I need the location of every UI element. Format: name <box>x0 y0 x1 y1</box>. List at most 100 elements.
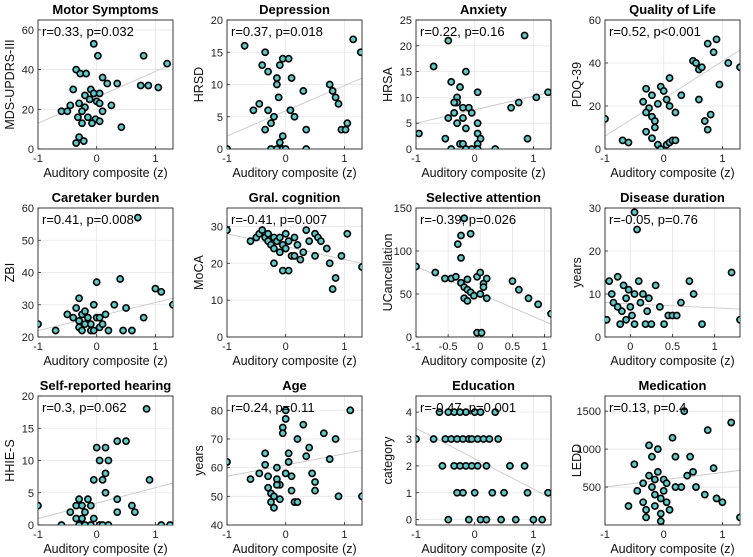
data-point <box>103 79 112 88</box>
data-point <box>677 298 685 307</box>
data-point <box>605 115 609 123</box>
x-tick-label: 0 <box>477 341 483 353</box>
data-point <box>89 475 98 484</box>
data-point <box>650 117 659 125</box>
y-tick-label: 40 <box>22 268 34 280</box>
correlation-annotation: r=-0.47, p=0.001 <box>420 400 516 415</box>
data-point <box>450 108 459 117</box>
correlation-annotation: r=0.22, p=0.16 <box>420 24 505 39</box>
data-point <box>358 492 362 501</box>
data-point <box>317 237 325 246</box>
data-point <box>695 95 703 104</box>
data-point <box>113 495 122 504</box>
data-point <box>284 237 293 246</box>
panel-title: Anxiety <box>460 2 508 17</box>
y-tick-label: 15 <box>22 423 34 435</box>
data-point <box>544 88 551 97</box>
data-point <box>665 102 674 110</box>
data-point <box>249 106 258 115</box>
data-point <box>227 458 231 466</box>
panel-title: Education <box>452 378 515 393</box>
x-tick-label: 1 <box>542 341 548 353</box>
data-point <box>659 87 668 95</box>
data-point <box>514 285 523 294</box>
y-tick-label: 0 <box>28 144 34 156</box>
data-point <box>709 464 718 472</box>
data-point <box>461 124 470 133</box>
data-point <box>718 498 727 507</box>
data-point <box>66 101 75 110</box>
data-point <box>491 408 500 417</box>
x-axis-label: Auditory composite (z) <box>232 354 356 368</box>
correlation-annotation: r=-0.41, p=0.007 <box>231 212 327 227</box>
data-point <box>89 39 98 48</box>
data-point <box>624 502 633 510</box>
data-point <box>633 225 641 234</box>
data-point <box>86 501 95 510</box>
data-point <box>261 125 270 134</box>
y-axis-label: HRSA <box>381 66 395 101</box>
data-point <box>122 304 130 312</box>
y-tick-label: 10 <box>400 92 412 104</box>
data-point <box>325 455 334 463</box>
data-point <box>169 300 173 309</box>
data-point <box>656 494 665 503</box>
x-tick-label: 0 <box>283 529 289 541</box>
x-tick-label: 0 <box>283 341 289 353</box>
x-tick-label: 1 <box>341 153 347 165</box>
data-point <box>79 137 88 145</box>
data-point <box>57 521 66 525</box>
data-point <box>689 467 697 476</box>
y-tick-label: 20 <box>589 101 601 113</box>
data-point <box>523 134 532 143</box>
data-point <box>656 145 665 149</box>
y-tick-label: 15 <box>211 47 223 59</box>
data-point <box>95 89 104 98</box>
data-point <box>416 435 420 443</box>
x-tick-label: 0 <box>472 153 478 165</box>
data-point <box>293 498 302 506</box>
data-point <box>75 294 83 303</box>
x-tick-label: -1 <box>600 529 610 541</box>
data-point <box>703 39 712 48</box>
panel-title: Selective attention <box>426 190 541 205</box>
data-point <box>98 73 107 82</box>
y-tick-label: 30 <box>589 203 601 215</box>
data-point <box>104 521 113 525</box>
x-axis-label: Auditory composite (z) <box>610 542 734 556</box>
data-point <box>98 521 107 525</box>
data-point <box>473 88 482 97</box>
correlation-annotation: r=0.13, p=0.4 <box>609 400 686 415</box>
data-point <box>680 407 689 416</box>
data-point <box>514 98 523 107</box>
data-point <box>166 521 173 525</box>
data-point <box>116 275 125 283</box>
y-tick-label: 4 <box>406 407 412 419</box>
data-point <box>511 515 520 524</box>
data-point <box>78 514 86 523</box>
data-point <box>334 492 343 501</box>
x-tick-label: 1 <box>341 529 347 541</box>
x-tick-label: 0 <box>661 529 667 541</box>
y-tick-label: 60 <box>22 25 34 37</box>
data-point <box>82 69 91 78</box>
data-point <box>284 458 293 466</box>
data-point <box>101 469 110 478</box>
data-point <box>331 435 340 443</box>
axes-box <box>415 207 552 338</box>
data-point <box>270 112 278 121</box>
y-tick-label: 0 <box>406 332 412 344</box>
data-point <box>328 285 337 293</box>
y-axis-label: years <box>192 445 206 476</box>
data-point <box>479 283 488 292</box>
data-point <box>653 467 662 476</box>
data-point <box>302 452 311 461</box>
data-point <box>605 315 611 324</box>
data-point <box>463 296 472 305</box>
data-point <box>128 326 136 335</box>
data-point <box>532 93 541 102</box>
data-point <box>328 87 337 95</box>
panel-10: -1 0 1 0 1 2 3 4 Education r=-0.47, p=0.001 Audito… <box>381 378 552 556</box>
data-point <box>523 488 532 497</box>
